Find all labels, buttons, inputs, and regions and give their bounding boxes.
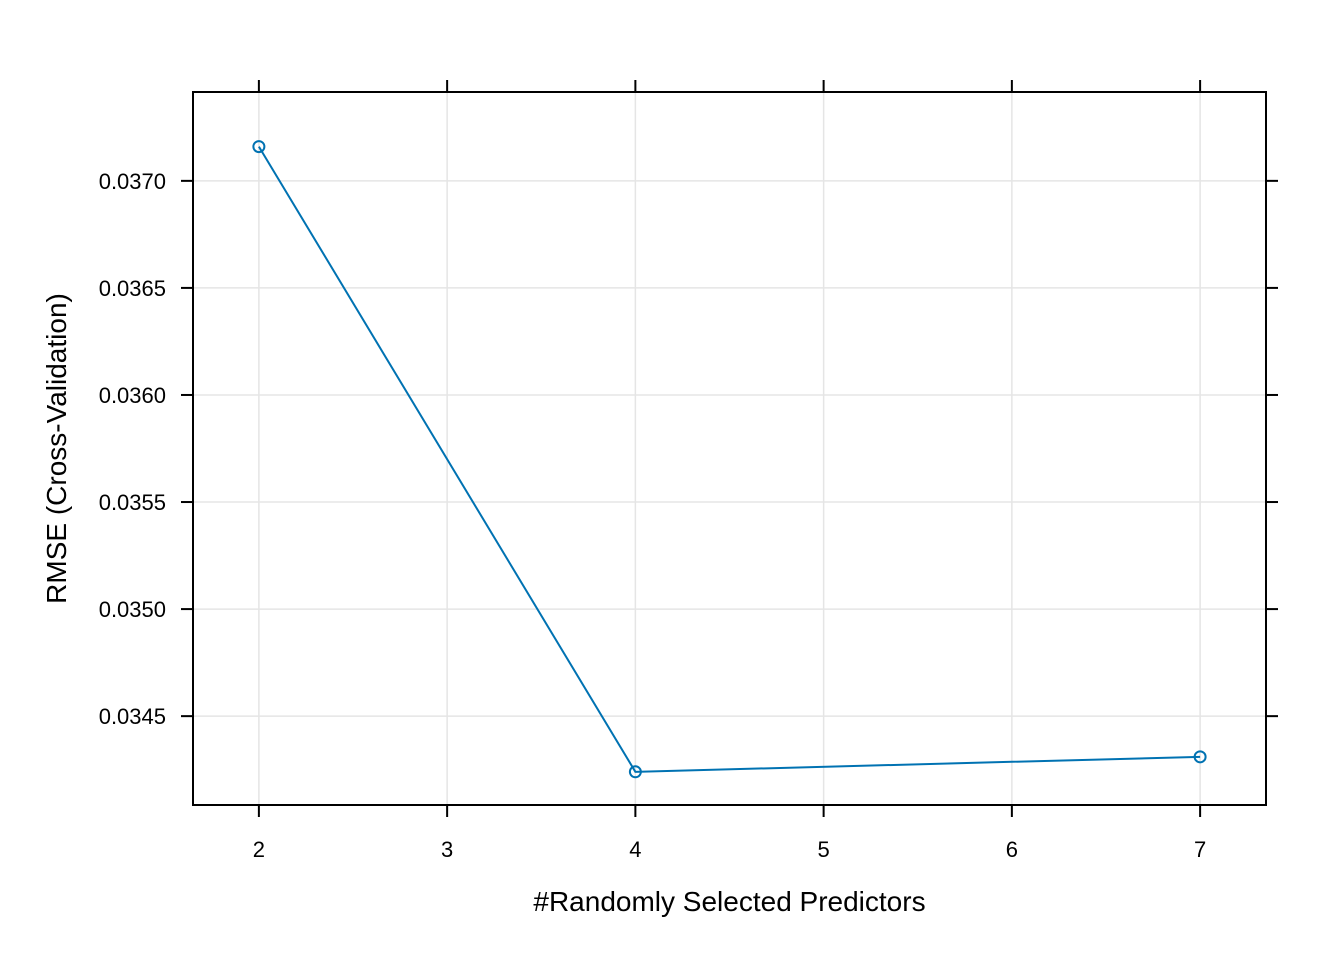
x-tick-label: 3 <box>441 837 453 862</box>
x-tick-label: 5 <box>817 837 829 862</box>
y-tick-label: 0.0360 <box>99 383 166 408</box>
y-tick-label: 0.0350 <box>99 597 166 622</box>
ticks-layer <box>181 80 1278 817</box>
plot-frame <box>192 91 1267 806</box>
grid-layer <box>193 92 1266 805</box>
data-point <box>628 765 642 779</box>
data-point <box>252 140 266 154</box>
series-layer <box>252 140 1207 779</box>
x-tick-label: 4 <box>629 837 641 862</box>
y-tick-label: 0.0355 <box>99 490 166 515</box>
x-tick-label: 2 <box>253 837 265 862</box>
series-line <box>258 146 1201 773</box>
labels-layer: 2 3 4 5 6 7 0.0345 0.0350 0.0355 0.0360 0.0365 0.03… <box>99 169 1207 862</box>
y-tick-label: 0.0345 <box>99 704 166 729</box>
data-point <box>1193 750 1207 764</box>
y-tick-label: 0.0365 <box>99 276 166 301</box>
x-tick-label: 6 <box>1006 837 1018 862</box>
x-axis-title: #Randomly Selected Predictors <box>533 886 925 917</box>
y-tick-label: 0.0370 <box>99 169 166 194</box>
x-tick-label: 7 <box>1194 837 1206 862</box>
y-axis-title: RMSE (Cross-Validation) <box>41 293 72 604</box>
